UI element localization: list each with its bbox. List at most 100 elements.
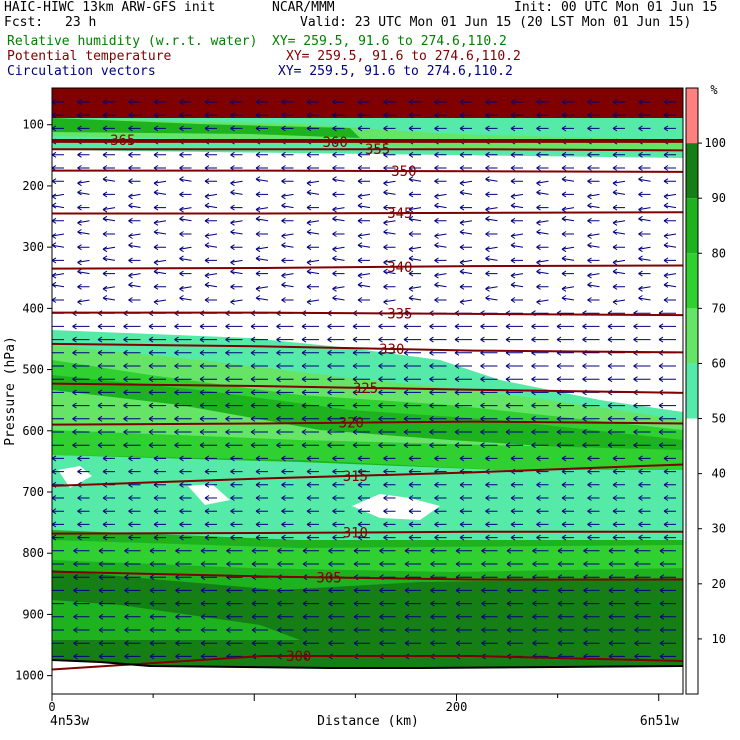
wind-vector — [357, 272, 371, 279]
wind-vector — [153, 299, 167, 305]
wind-vector — [663, 178, 676, 185]
wind-vector — [379, 627, 396, 633]
wind-vector — [383, 299, 396, 305]
wind-vector — [230, 219, 243, 226]
wind-vector — [153, 455, 166, 462]
wind-vector — [429, 429, 447, 435]
wind-vector — [485, 481, 498, 488]
wind-vector — [663, 112, 676, 119]
wind-vector — [72, 429, 90, 435]
wind-vector — [52, 548, 64, 554]
wind-vector — [485, 285, 498, 292]
wind-vector — [612, 508, 625, 515]
wind-vector — [561, 99, 574, 105]
wind-vector — [225, 389, 243, 396]
wind-vector — [357, 455, 370, 462]
wind-vector — [230, 455, 243, 462]
wind-vector — [587, 281, 600, 288]
colorbar-band — [686, 143, 698, 199]
wind-vector — [403, 429, 421, 435]
wind-vector — [485, 231, 498, 237]
wind-vector — [332, 176, 345, 183]
wind-vector — [561, 165, 574, 171]
wind-vector — [659, 653, 676, 660]
wind-vector — [200, 640, 217, 647]
wind-vector — [73, 587, 90, 594]
wind-vector — [332, 165, 345, 171]
wind-vector — [277, 587, 294, 594]
wind-vector — [663, 508, 676, 515]
wind-vector — [378, 336, 396, 343]
wind-vector — [281, 281, 294, 288]
wind-vector — [250, 336, 268, 343]
wind-vector — [204, 534, 217, 541]
wind-vector — [179, 295, 192, 301]
wind-vector — [327, 389, 345, 396]
isentrope-line — [52, 382, 683, 394]
wind-vector — [505, 442, 523, 449]
wind-vector — [153, 259, 167, 266]
colorbar-frame — [685, 87, 699, 695]
wind-vector — [638, 534, 651, 541]
x-axis-title: Distance (km) — [317, 714, 419, 729]
isentrope-label: 305 — [316, 570, 341, 586]
wind-vector — [459, 481, 472, 488]
wind-vector — [332, 215, 345, 222]
wind-vector — [255, 481, 268, 488]
isentrope-line — [52, 570, 683, 581]
isentrope-label: 335 — [387, 306, 412, 322]
isentrope-line — [52, 148, 683, 152]
wind-vector — [408, 285, 422, 292]
colorbar-band — [686, 583, 698, 639]
wind-vector — [357, 481, 370, 488]
wind-vector — [532, 547, 549, 554]
wind-vector — [561, 495, 574, 501]
right-endpoint-label: 6n51w — [640, 714, 679, 729]
wind-vector — [408, 495, 421, 501]
wind-vector — [583, 613, 600, 620]
wind-vector — [531, 363, 549, 369]
wind-vector — [663, 468, 676, 475]
wind-vector — [77, 468, 90, 475]
wind-vector — [250, 415, 268, 422]
wind-vector — [230, 180, 243, 187]
wind-vector — [73, 547, 90, 554]
wind-vector — [408, 521, 421, 528]
wind-vector — [302, 561, 319, 567]
isentrope-label: 315 — [343, 469, 368, 485]
wind-vector — [510, 165, 523, 171]
wind-vector — [332, 285, 345, 292]
wind-vector — [230, 151, 243, 158]
wind-vector — [357, 281, 371, 288]
wind-vector — [583, 561, 600, 567]
wind-vector — [301, 323, 319, 330]
wind-vector — [459, 521, 472, 528]
wind-vector — [128, 495, 141, 501]
wind-vector — [430, 547, 447, 554]
wind-vector — [225, 349, 243, 356]
wind-vector — [612, 219, 626, 226]
wind-vector — [98, 613, 115, 620]
wind-vector — [557, 640, 574, 647]
wind-vector — [306, 99, 319, 105]
wind-vector — [153, 180, 167, 187]
wind-vector — [306, 151, 319, 158]
wind-vector — [77, 99, 90, 105]
wind-vector — [179, 112, 192, 119]
wind-vector — [638, 125, 651, 132]
wind-vector — [587, 495, 600, 501]
isentrope-label: 350 — [391, 164, 416, 180]
wind-vector — [102, 495, 115, 501]
wind-vector — [52, 125, 64, 132]
wind-vector — [454, 429, 472, 435]
wind-vector — [251, 627, 268, 633]
wind-vector — [52, 233, 65, 239]
wind-vector — [353, 613, 370, 620]
wind-vector — [612, 244, 625, 251]
wind-vector — [77, 283, 90, 290]
wind-vector — [250, 389, 268, 396]
wind-vector — [174, 402, 192, 409]
wind-vector — [383, 189, 396, 196]
wind-vector — [430, 600, 447, 607]
wind-vector — [200, 547, 217, 554]
